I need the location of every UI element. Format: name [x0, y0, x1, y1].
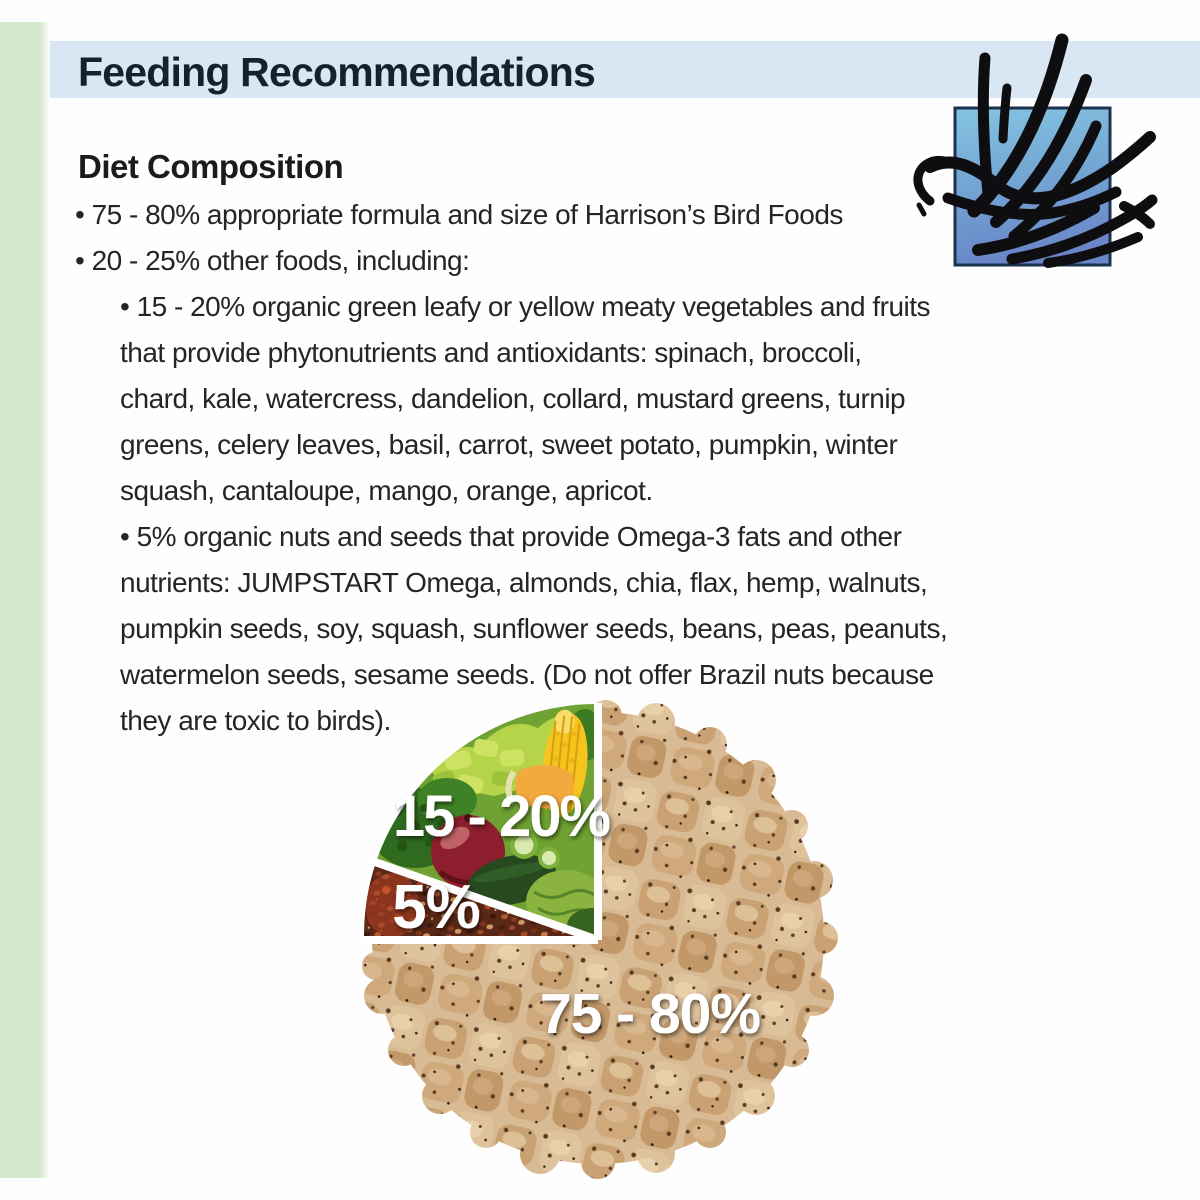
harrisons-bird-logo-icon [913, 33, 1158, 268]
cantaloupe-icon [515, 764, 574, 809]
bullet-line: • 20 - 25% other foods, including: [75, 245, 470, 276]
text-line: that provide phytonutrients and antioxid… [120, 337, 862, 368]
text-line: pumpkin seeds, soy, squash, sunflower se… [120, 613, 948, 644]
text-line: nutrients: JUMPSTART Omega, almonds, chi… [120, 567, 928, 598]
text-line: chard, kale, watercress, dandelion, coll… [120, 383, 906, 414]
slice-label-seeds: 5% [392, 873, 480, 942]
sub-bullet-line: • 5% organic nuts and seeds that provide… [120, 521, 902, 552]
slice-label-pellets: 75 - 80% [540, 982, 760, 1046]
text-line: squash, cantaloupe, mango, orange, apric… [120, 475, 653, 506]
left-accent-stripe [0, 22, 50, 1178]
pie-dividers [360, 703, 602, 944]
slice-label-vegetables: 15 - 20% [393, 784, 611, 849]
section-title: Diet Composition [78, 148, 344, 185]
cucumber-slices-icon [510, 831, 560, 869]
logo-bird-strokes [913, 33, 1158, 268]
text-line: watermelon seeds, sesame seeds. (Do not … [120, 659, 934, 690]
page-title: Feeding Recommendations [78, 49, 596, 95]
diet-pie-chart: 15 - 20% 5% 75 - 80% [360, 700, 838, 1179]
bullet-line: • 75 - 80% appropriate formula and size … [75, 199, 843, 230]
diet-text-block: • 75 - 80% appropriate formula and size … [75, 192, 948, 744]
sub-bullet-line: • 15 - 20% organic green leafy or yellow… [120, 291, 931, 322]
text-line: they are toxic to birds). [120, 705, 391, 736]
diet-pie-figure: 15 - 20% 5% 75 - 80% [340, 690, 860, 1190]
text-line: greens, celery leaves, basil, carrot, sw… [120, 429, 898, 460]
